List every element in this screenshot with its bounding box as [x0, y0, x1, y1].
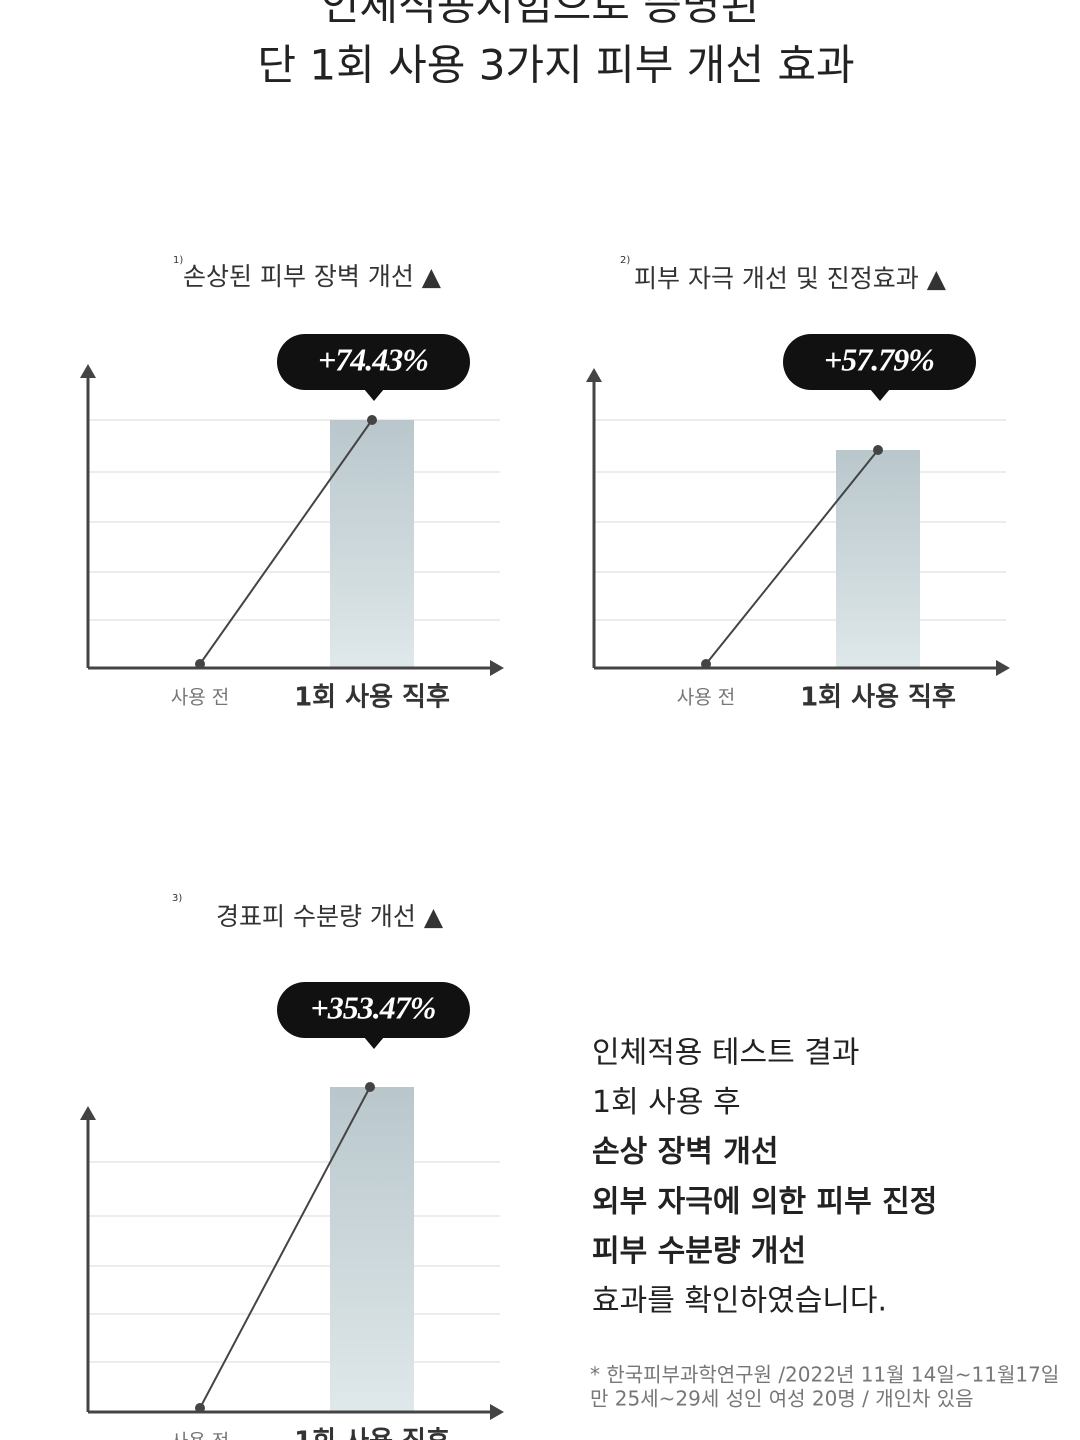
bubble-pointer — [870, 389, 890, 401]
x-label: 1회 사용 직후 — [294, 683, 450, 713]
footnote-line: 만 25세~29세 성인 여성 20명 / 개인차 있음 — [590, 1387, 974, 1411]
bubble-pointer — [364, 389, 384, 401]
footnote-marker: 1) — [173, 255, 183, 266]
trend-line — [199, 419, 373, 665]
x-label: 사용 전 — [677, 687, 735, 709]
footnote-line: * 한국피부과학연구원 /2022년 11월 14일~11월17일 — [590, 1363, 1059, 1387]
bubble-pointer — [364, 1037, 384, 1049]
value-bubble — [783, 334, 976, 390]
chart-title: 경표피 수분량 개선 ▲ — [216, 902, 444, 931]
point — [367, 415, 377, 425]
value-label: +74.43% — [318, 341, 428, 377]
summary-line: 피부 수분량 개선 — [592, 1234, 806, 1269]
footnote-marker: 2) — [620, 255, 630, 266]
title-line: 단 1회 사용 3가지 피부 개선 효과 — [257, 41, 854, 90]
x-label: 사용 전 — [171, 687, 229, 709]
x-label: 1회 사용 직후 — [294, 1427, 450, 1440]
x-label: 사용 전 — [171, 1431, 229, 1440]
point — [701, 659, 711, 669]
value-bubble — [277, 334, 470, 390]
value-label: +57.79% — [824, 341, 934, 377]
footnote-marker: 3) — [172, 893, 182, 904]
point — [873, 445, 883, 455]
summary-line: 1회 사용 후 — [592, 1085, 741, 1120]
x-arrow — [490, 1404, 504, 1420]
y-arrow — [586, 368, 602, 382]
bar — [330, 1087, 414, 1412]
y-arrow — [80, 364, 96, 378]
summary-line: 손상 장벽 개선 — [592, 1135, 779, 1170]
x-arrow — [996, 660, 1010, 676]
summary-line: 인체적용 테스트 결과 — [592, 1036, 859, 1071]
chart-title: 피부 자극 개선 및 진정효과 ▲ — [634, 264, 947, 293]
trend-line — [705, 449, 879, 665]
title-line: 인체적용시험으로 증명된 — [321, 0, 759, 30]
x-arrow — [490, 660, 504, 676]
value-bubble — [277, 982, 470, 1038]
value-label: +353.47% — [311, 989, 436, 1025]
point — [195, 659, 205, 669]
point — [195, 1403, 205, 1413]
chart-title: 손상된 피부 장벽 개선 ▲ — [183, 262, 442, 291]
x-label: 1회 사용 직후 — [800, 683, 956, 713]
trend-line — [199, 1086, 371, 1409]
bar — [836, 450, 920, 668]
summary-line: 효과를 확인하였습니다. — [592, 1284, 887, 1319]
point — [365, 1082, 375, 1092]
bar — [330, 420, 414, 668]
y-arrow — [80, 1106, 96, 1120]
summary-line: 외부 자극에 의한 피부 진정 — [592, 1184, 937, 1219]
